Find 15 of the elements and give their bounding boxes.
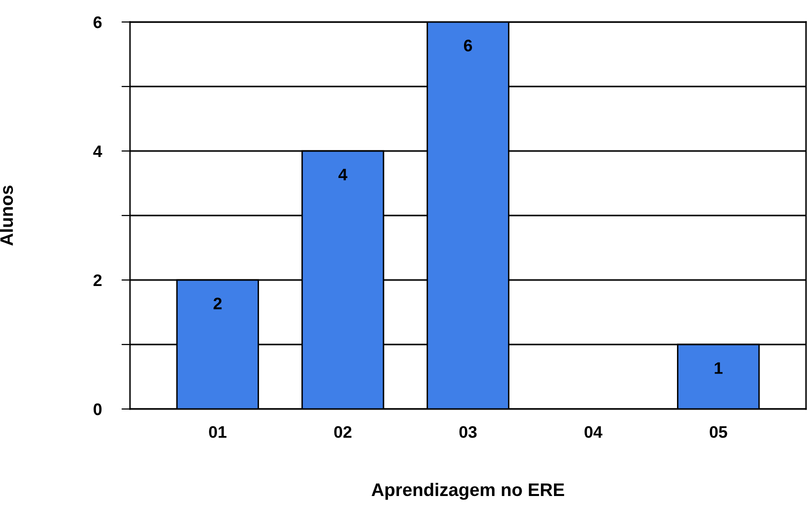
x-tick-label: 02 [334, 426, 352, 438]
data-label: 1 [714, 362, 723, 374]
data-label: 4 [338, 168, 348, 180]
x-tick-label: 05 [710, 426, 728, 438]
x-axis-title: Aprendizagem no ERE [372, 482, 564, 500]
x-tick-label: 01 [209, 426, 226, 438]
y-axis-title: Alunos [0, 186, 13, 246]
y-tick-label: 0 [94, 403, 102, 416]
data-label: 6 [464, 40, 472, 52]
y-tick-label: 2 [94, 274, 102, 286]
data-label: 2 [214, 298, 222, 310]
y-tick-label: 4 [93, 146, 102, 158]
y-tick-label: 6 [94, 16, 102, 28]
x-tick-label: 03 [459, 426, 477, 438]
x-tick-label: 04 [584, 426, 602, 438]
